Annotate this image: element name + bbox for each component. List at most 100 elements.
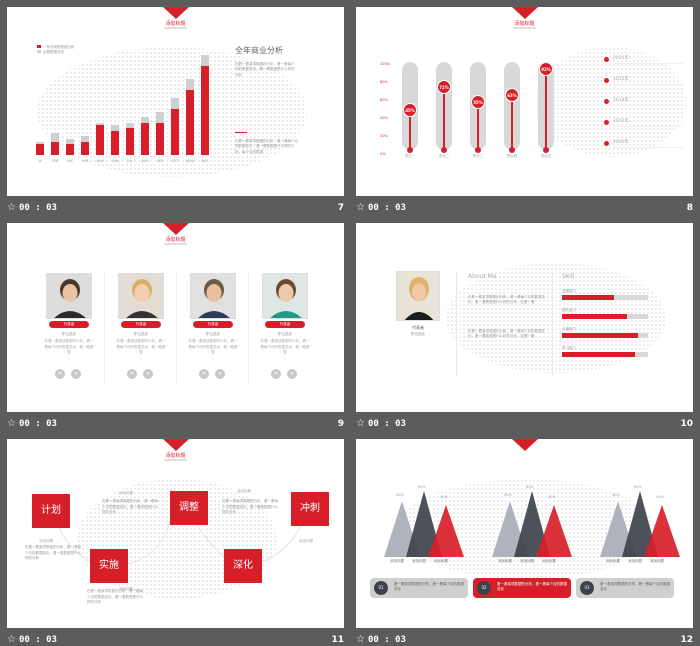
wechat-icon[interactable]: ✉ bbox=[55, 369, 65, 379]
step-box: 调整 bbox=[170, 491, 208, 525]
transition-star-icon[interactable]: ☆ bbox=[356, 418, 365, 429]
step-bar[interactable]: 03 看一看某项数据的分析，看一看每个月的数据变化 bbox=[576, 578, 674, 598]
thermometer-fill bbox=[511, 94, 513, 150]
slide-footer: ☆ 00 : 03 10 bbox=[356, 415, 693, 433]
team-photo bbox=[46, 273, 92, 319]
transition-star-icon[interactable]: ☆ bbox=[356, 202, 365, 213]
person-photo-icon bbox=[270, 279, 302, 318]
slide-canvas: 添加标题 PRESENTATION 100% 80% 60% 40% 20% 0% 45%… bbox=[356, 7, 693, 196]
x-tick-label: DEC bbox=[201, 159, 209, 163]
person-photo-icon bbox=[54, 279, 86, 318]
chart-body-text-2: 在看一看某项数据的分析，看一看每个月的数据变化，看一看数据是什么样的分析，每个月… bbox=[235, 139, 298, 154]
value-bubble: 72% bbox=[437, 79, 451, 94]
step-caption: 添加标题 bbox=[237, 489, 251, 493]
legend-item: 定期数据分析 bbox=[43, 50, 64, 55]
header-triangle bbox=[511, 439, 538, 451]
divider bbox=[456, 271, 457, 376]
step-box: 冲刺 bbox=[291, 492, 329, 526]
peak-chart-group bbox=[492, 491, 572, 557]
peak-charts: 40% 添加标题 60% 添加标题 40% 添加标题 40% 添加标题 60% 添加标题 40% 添加… bbox=[356, 479, 693, 569]
timeline-dot bbox=[604, 141, 609, 146]
thermometer-chart: 45% 学业一 72% 学业二 55% 学业三 63% 学业四 92% 学业五 bbox=[402, 62, 572, 162]
transition-star-icon[interactable]: ☆ bbox=[7, 634, 16, 645]
transition-star-icon[interactable]: ☆ bbox=[7, 418, 16, 429]
x-tick-label: MAY bbox=[96, 159, 104, 163]
x-tick-label: APR bbox=[81, 159, 89, 163]
slide-subtitle: PRESENTATION bbox=[164, 458, 187, 462]
team-description: 在看一看某项数据的分析，看一看每个月的数据变化，看一看数据 bbox=[44, 339, 94, 355]
team-description: 在看一看某项数据的分析，看一看每个月的数据变化，看一看数据 bbox=[188, 339, 238, 355]
peak-percent: 60% bbox=[526, 485, 534, 489]
world-map-background bbox=[536, 47, 686, 157]
slide-footer: ☆ 00 : 03 7 bbox=[7, 199, 344, 217]
skill-fill bbox=[562, 352, 636, 357]
thermometer-fill bbox=[443, 86, 445, 150]
y-tick-label: 20% bbox=[380, 134, 388, 138]
y-tick-label: 60% bbox=[380, 98, 388, 102]
weibo-icon[interactable]: ✦ bbox=[215, 369, 225, 379]
thermometer-bulb bbox=[475, 147, 481, 153]
slide-number: 10 bbox=[680, 419, 693, 429]
bar-series-1 bbox=[66, 144, 75, 155]
x-tick-label: AUG bbox=[141, 159, 149, 163]
transition-star-icon[interactable]: ☆ bbox=[7, 202, 16, 213]
transition-star-icon[interactable]: ☆ bbox=[356, 634, 365, 645]
name-pill: 代表者 bbox=[121, 321, 161, 328]
slide-thumbnail-10[interactable]: 代表者 职位描述 About Me 在看一看某项数据的分析，看一看每个月的数据变… bbox=[356, 223, 693, 433]
skill-fill bbox=[562, 333, 638, 338]
year-label: 2012年 bbox=[613, 77, 629, 82]
header-triangle bbox=[162, 7, 189, 19]
x-tick-label: NOV bbox=[186, 159, 194, 163]
timeline-dot bbox=[604, 57, 609, 62]
thermometer-bulb bbox=[407, 147, 413, 153]
x-tick-label: JA bbox=[38, 159, 42, 163]
x-tick-label: 学业一 bbox=[404, 154, 416, 158]
bar-series-1 bbox=[156, 122, 165, 155]
slide-thumbnail-7[interactable]: 添加标题 PRESENTATION 一年的销售数据分析 定期数据分析 JA FEB… bbox=[7, 7, 344, 217]
skill-label: 学习能力 bbox=[562, 346, 576, 350]
wechat-icon[interactable]: ✉ bbox=[271, 369, 281, 379]
step-number: 03 bbox=[580, 581, 594, 595]
slide-subtitle: PRESENTATION bbox=[513, 26, 536, 30]
team-photo bbox=[118, 273, 164, 319]
y-tick-label: 40% bbox=[380, 116, 388, 120]
chart-legend: 一年的销售数据分析 定期数据分析 bbox=[37, 45, 75, 56]
timeline-dot bbox=[604, 120, 609, 125]
slide-thumbnail-9[interactable]: 添加标题 PRESENTATION 代表者 职位描述 在看一看某项数据的分析，看一看… bbox=[7, 223, 344, 433]
slide-timing: 00 : 03 bbox=[368, 203, 406, 213]
slide-thumbnail-8[interactable]: 添加标题 PRESENTATION 100% 80% 60% 40% 20% 0% 45%… bbox=[356, 7, 693, 217]
timeline-line bbox=[613, 105, 683, 106]
slide-thumbnail-11[interactable]: 添加标题 PRESENTATION 计划 调整 冲刺 实施 深化 添加标题 添加标题 添加标题… bbox=[7, 439, 344, 646]
step-bar[interactable]: 02 看一看某项数据的分析，看一看每个月的数据变化 bbox=[473, 578, 571, 598]
peak-label: 添加标题 bbox=[412, 559, 426, 563]
card-divider bbox=[104, 273, 105, 383]
step-text: 看一看某项数据的分析，看一看每个月的数据变化 bbox=[600, 582, 670, 592]
weibo-icon[interactable]: ✦ bbox=[143, 369, 153, 379]
step-bar[interactable]: 01 看一看某项数据的分析，看一看每个月的数据变化 bbox=[370, 578, 468, 598]
name-pill: 代表者 bbox=[193, 321, 233, 328]
step-description: 在看一看某项数据的分析，看一看每个月的数据变化，看一看数据是什么样的分析 bbox=[222, 499, 278, 515]
about-text-2: 在看一看某项数据的分析，看一看每个月的数据变化，看一看数据是什么样的分析，在看一… bbox=[468, 329, 545, 339]
card-divider bbox=[248, 273, 249, 383]
x-tick-label: FEB bbox=[51, 159, 59, 163]
weibo-icon[interactable]: ✦ bbox=[287, 369, 297, 379]
profile-name: 代表者 bbox=[412, 325, 424, 330]
slide-canvas: 40% 添加标题 60% 添加标题 40% 添加标题 40% 添加标题 60% 添加标题 40% 添加… bbox=[356, 439, 693, 628]
skill-title: Skill bbox=[562, 273, 575, 280]
bar-series-1 bbox=[141, 122, 150, 155]
role-label: 职位描述 bbox=[206, 332, 220, 336]
slide-thumbnail-12[interactable]: 40% 添加标题 60% 添加标题 40% 添加标题 40% 添加标题 60% 添加标题 40% 添加… bbox=[356, 439, 693, 646]
skill-fill bbox=[562, 314, 627, 319]
peak-percent: 40% bbox=[504, 493, 512, 497]
timeline-line bbox=[613, 147, 683, 148]
wechat-icon[interactable]: ✉ bbox=[127, 369, 137, 379]
weibo-icon[interactable]: ✦ bbox=[71, 369, 81, 379]
skill-label: 资源能力 bbox=[562, 289, 576, 293]
x-tick-label: 学业五 bbox=[540, 154, 552, 158]
about-title: About Me bbox=[468, 273, 497, 280]
bar-series-1 bbox=[51, 141, 60, 155]
year-label: 2014年 bbox=[613, 98, 629, 103]
wechat-icon[interactable]: ✉ bbox=[199, 369, 209, 379]
team-photo bbox=[262, 273, 308, 319]
year-label: 2000年 bbox=[613, 140, 629, 145]
